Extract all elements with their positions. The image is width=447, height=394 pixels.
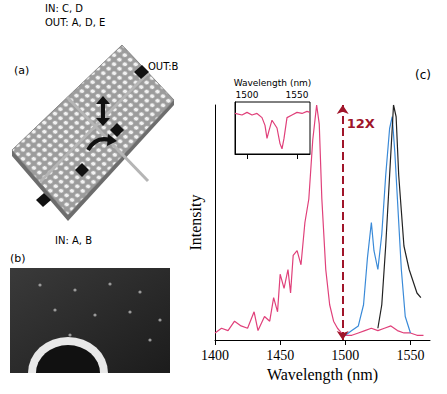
svg-text:OUT: A, D, E: OUT: A, D, E — [45, 17, 105, 28]
svg-text:(a): (a) — [14, 64, 29, 77]
svg-text:(c): (c) — [415, 68, 431, 82]
svg-text:12X: 12X — [347, 116, 375, 131]
svg-text:1550: 1550 — [396, 348, 424, 363]
svg-text:IN: C, D: IN: C, D — [45, 3, 83, 14]
svg-text:1450: 1450 — [266, 348, 294, 363]
svg-text:OUT:B: OUT:B — [148, 61, 179, 72]
svg-text:Wavelength (nm): Wavelength (nm) — [234, 78, 312, 88]
svg-text:1500: 1500 — [236, 90, 259, 100]
svg-text:Intensity: Intensity — [187, 195, 205, 251]
svg-text:1400: 1400 — [201, 348, 229, 363]
svg-text:1550: 1550 — [286, 90, 309, 100]
svg-text:IN: A, B: IN: A, B — [55, 235, 92, 246]
svg-text:Wavelength (nm): Wavelength (nm) — [267, 366, 378, 384]
svg-text:(b): (b) — [10, 252, 26, 265]
svg-text:1500: 1500 — [331, 348, 359, 363]
